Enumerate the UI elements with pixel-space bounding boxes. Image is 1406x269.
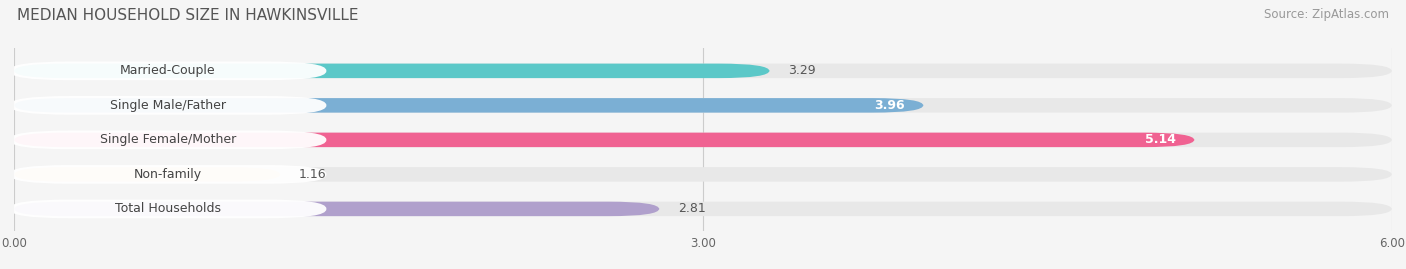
Text: 2.81: 2.81 [678,202,706,215]
FancyBboxPatch shape [10,62,326,80]
Text: Single Female/Mother: Single Female/Mother [100,133,236,146]
Text: 3.29: 3.29 [787,64,815,77]
FancyBboxPatch shape [14,63,1392,78]
FancyBboxPatch shape [10,165,326,184]
FancyBboxPatch shape [14,202,1392,216]
Text: 3.96: 3.96 [875,99,905,112]
Text: Single Male/Father: Single Male/Father [110,99,226,112]
FancyBboxPatch shape [14,63,769,78]
Text: 5.14: 5.14 [1144,133,1175,146]
FancyBboxPatch shape [10,130,326,149]
FancyBboxPatch shape [14,133,1392,147]
FancyBboxPatch shape [14,167,280,182]
Text: Total Households: Total Households [115,202,221,215]
FancyBboxPatch shape [14,202,659,216]
Text: Non-family: Non-family [134,168,202,181]
FancyBboxPatch shape [14,133,1195,147]
FancyBboxPatch shape [10,200,326,218]
Text: Married-Couple: Married-Couple [120,64,215,77]
Text: Source: ZipAtlas.com: Source: ZipAtlas.com [1264,8,1389,21]
Text: MEDIAN HOUSEHOLD SIZE IN HAWKINSVILLE: MEDIAN HOUSEHOLD SIZE IN HAWKINSVILLE [17,8,359,23]
FancyBboxPatch shape [14,167,1392,182]
FancyBboxPatch shape [10,96,326,115]
Text: 1.16: 1.16 [299,168,326,181]
FancyBboxPatch shape [14,98,1392,113]
FancyBboxPatch shape [14,98,924,113]
